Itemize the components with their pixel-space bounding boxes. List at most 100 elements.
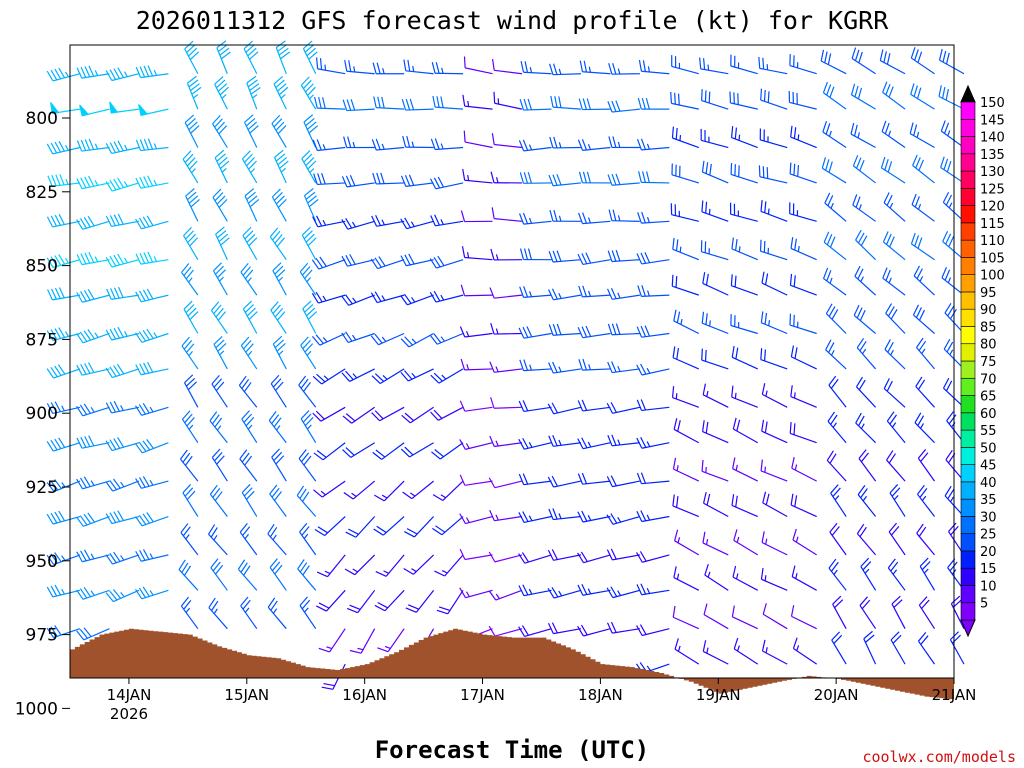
wind-barb	[46, 510, 81, 525]
y-tick-label: 900	[26, 404, 58, 424]
wind-barb	[429, 332, 464, 345]
wind-barb	[887, 558, 906, 591]
colorbar-swatch	[960, 118, 976, 137]
wind-barb	[855, 376, 877, 408]
wind-barb	[105, 400, 140, 414]
wind-barb	[181, 263, 199, 296]
colorbar-label: 15	[980, 562, 997, 577]
wind-barb	[488, 477, 523, 489]
wind-barb	[135, 512, 169, 527]
wind-barb	[789, 54, 817, 75]
wind-barb	[371, 215, 405, 227]
wind-barb	[828, 558, 847, 591]
wind-barb	[181, 336, 199, 370]
wind-barb	[608, 209, 640, 222]
wind-barb	[47, 287, 81, 301]
colorbar-label: 95	[980, 286, 997, 301]
chart-title: 2026011312 GFS forecast wind profile (kt…	[136, 6, 890, 35]
wind-barb	[917, 449, 936, 482]
wind-barb	[135, 549, 169, 562]
wind-barb	[459, 474, 493, 486]
wind-barb	[855, 229, 877, 261]
wind-barb	[672, 494, 700, 518]
wind-barb	[636, 583, 670, 596]
wind-barb	[850, 83, 876, 110]
wind-barb	[239, 449, 258, 482]
wind-barb	[429, 176, 464, 190]
wind-barb	[344, 59, 375, 75]
wind-barb	[490, 397, 523, 409]
wind-barb	[341, 175, 375, 188]
wind-barb	[547, 402, 582, 415]
wind-barb	[301, 150, 317, 184]
wind-barb	[270, 374, 287, 408]
source-credit: coolwx.com/models	[862, 748, 1016, 766]
colorbar-swatch	[960, 360, 976, 379]
wind-barb	[790, 385, 817, 408]
wind-barb	[548, 435, 582, 447]
wind-barb	[548, 361, 582, 374]
wind-barb	[462, 168, 493, 184]
wind-barb	[313, 172, 346, 186]
wind-barb	[76, 512, 110, 527]
wind-barb	[312, 215, 346, 228]
wind-barb	[759, 128, 788, 149]
wind-barb	[343, 480, 376, 500]
wind-barb	[269, 558, 287, 591]
colorbar-swatch	[960, 447, 976, 465]
wind-barb	[312, 368, 346, 385]
wind-barb	[377, 628, 405, 653]
wind-barb	[105, 326, 140, 341]
x-tick-label: 21JAN	[932, 686, 977, 704]
wind-barb	[518, 400, 552, 413]
wind-barb	[341, 218, 375, 230]
y-tick-label: 850	[26, 257, 58, 277]
wind-barb	[758, 165, 788, 184]
wind-barb	[606, 402, 640, 414]
wind-barb	[311, 291, 346, 304]
wind-barb	[607, 100, 640, 113]
wind-barb	[403, 554, 435, 575]
wind-barb	[298, 375, 317, 408]
wind-barb	[273, 76, 289, 110]
wind-barb	[459, 439, 493, 450]
wind-barb	[209, 484, 228, 517]
wind-barb	[431, 442, 464, 460]
wind-barb	[890, 631, 906, 665]
wind-barb	[216, 40, 231, 74]
wind-barb	[911, 193, 935, 222]
wind-barb	[135, 438, 169, 454]
wind-barb	[578, 285, 611, 298]
colorbar-swatch	[960, 153, 976, 172]
wind-barb	[316, 554, 346, 578]
colorbar-label: 20	[980, 545, 997, 560]
wind-barb	[518, 473, 552, 486]
wind-barb	[491, 58, 523, 75]
wind-barb	[109, 101, 140, 114]
wind-barb	[822, 81, 847, 110]
wind-barb	[76, 215, 110, 230]
wind-barb	[342, 442, 375, 458]
colorbar-swatch	[960, 464, 976, 483]
wind-barb	[858, 449, 877, 482]
wind-barb	[518, 584, 552, 597]
wind-barb	[825, 339, 847, 370]
wind-barb	[341, 331, 375, 343]
wind-barb	[341, 254, 375, 267]
wind-barb	[577, 510, 611, 523]
wind-barb	[852, 194, 876, 222]
wind-barb	[46, 437, 81, 452]
wind-barb	[673, 418, 700, 444]
wind-barb	[430, 138, 464, 151]
wind-barb	[820, 49, 847, 75]
wind-barb	[673, 309, 700, 335]
wind-barb	[312, 406, 346, 422]
wind-barb	[791, 456, 817, 482]
wind-barb	[105, 364, 140, 379]
wind-barb	[490, 171, 523, 184]
wind-barb	[212, 188, 228, 222]
wind-barb	[883, 192, 906, 222]
wind-barb	[548, 508, 581, 521]
wind-barb	[400, 253, 434, 267]
wind-barb	[791, 565, 817, 591]
